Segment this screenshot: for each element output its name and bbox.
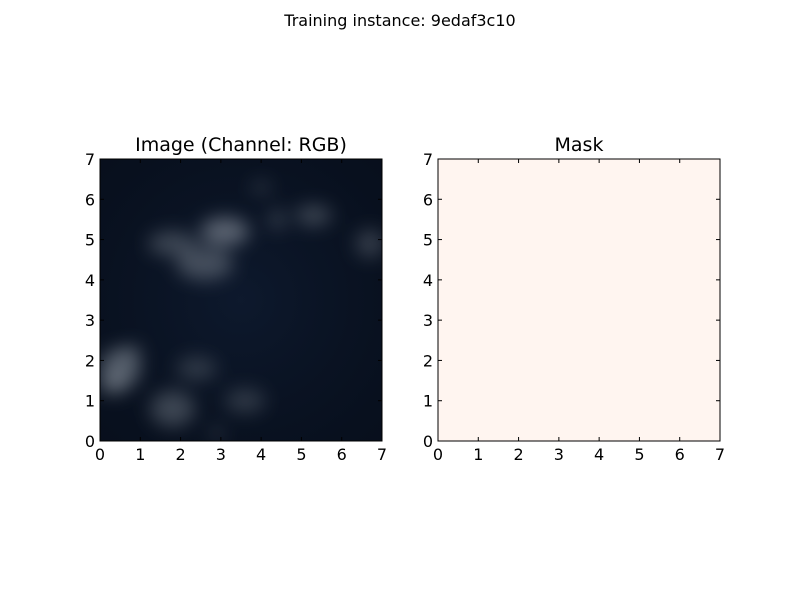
cloud-patch <box>200 217 250 246</box>
image-xtick-label: 4 <box>256 445 266 464</box>
mask-xtick-label: 1 <box>473 445 483 464</box>
mask-xtick-label: 4 <box>594 445 604 464</box>
image-xtick-label: 5 <box>296 445 306 464</box>
mask-xtick-label: 0 <box>433 445 443 464</box>
image-ytick-label: 1 <box>85 392 95 411</box>
image-ticks: 0 1 2 3 4 5 6 7 0 1 2 3 4 5 6 7 <box>85 150 387 464</box>
image-ytick-label: 3 <box>85 311 95 330</box>
cloud-patch <box>176 247 233 280</box>
cloud-patch <box>251 182 272 193</box>
image-xtick-label: 7 <box>377 445 387 464</box>
image-xtick-label: 2 <box>175 445 185 464</box>
mask-xtick-label: 7 <box>715 445 725 464</box>
mask-xtick-label: 3 <box>554 445 564 464</box>
image-panel-title: Image (Channel: RGB) <box>135 134 347 156</box>
cloud-patch <box>269 209 286 230</box>
image-ytick-label: 4 <box>85 271 95 290</box>
image-ytick-label: 2 <box>85 351 95 370</box>
image-ytick-label: 7 <box>85 150 95 169</box>
mask-ytick-label: 2 <box>423 351 433 370</box>
image-panel: Image (Channel: RGB) 0 1 2 3 4 5 6 7 0 1 2 3 4 5 6 7 <box>85 134 387 464</box>
mask-axes-frame <box>437 158 721 442</box>
mask-ytick-label: 4 <box>423 271 433 290</box>
image-ytick-label: 0 <box>85 432 95 451</box>
image-xtick-label: 1 <box>135 445 145 464</box>
cloud-patch <box>224 388 266 413</box>
mask-ytick-label: 3 <box>423 311 433 330</box>
image-ytick-label: 5 <box>85 231 95 250</box>
image-clouds <box>100 182 382 439</box>
cloud-patch <box>100 374 127 395</box>
cloud-patch <box>176 356 217 381</box>
mask-ytick-label: 6 <box>423 190 433 209</box>
cloud-patch <box>148 231 197 256</box>
mask-ytick-label: 0 <box>423 432 433 451</box>
mask-ytick-label: 7 <box>423 150 433 169</box>
image-xtick-label: 6 <box>337 445 347 464</box>
mask-panel: Mask 0 1 2 3 4 5 6 7 0 1 2 3 4 5 6 7 <box>423 134 725 464</box>
image-xtick-label: 3 <box>216 445 226 464</box>
image-xtick-label: 0 <box>95 445 105 464</box>
cloud-patch <box>150 390 195 427</box>
cloud-patch <box>122 344 143 361</box>
mask-xtick-label: 6 <box>675 445 685 464</box>
mask-ytick-label: 1 <box>423 392 433 411</box>
mask-ytick-label: 5 <box>423 231 433 250</box>
cloud-patch <box>355 229 382 258</box>
mask-ticks: 0 1 2 3 4 5 6 7 0 1 2 3 4 5 6 7 <box>423 150 725 464</box>
image-axes-frame <box>99 158 383 442</box>
mask-fill <box>438 159 720 441</box>
image-ytick-label: 6 <box>85 190 95 209</box>
cloud-patch <box>210 426 223 439</box>
cloud-patch <box>295 205 332 226</box>
figure-suptitle: Training instance: 9edaf3c10 <box>283 11 515 30</box>
mask-xtick-label: 2 <box>513 445 523 464</box>
mask-xtick-label: 5 <box>634 445 644 464</box>
mask-panel-title: Mask <box>555 134 604 156</box>
